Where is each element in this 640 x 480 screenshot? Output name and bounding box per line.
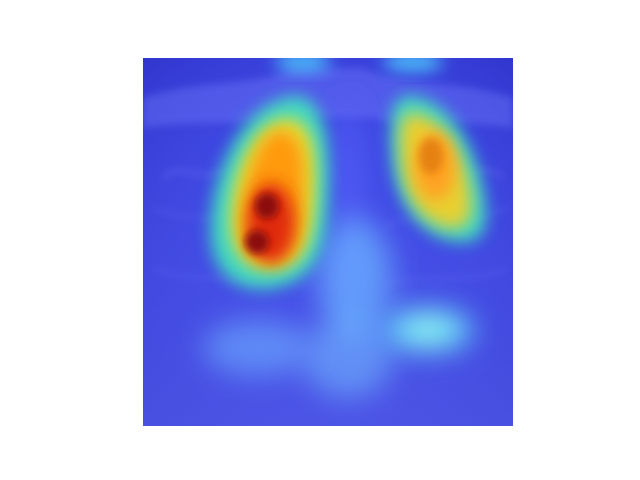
lung-heatmap-right [390,95,487,243]
lower-glows [203,308,473,376]
top-glows [275,58,443,72]
lung-heatmap-left [210,95,330,289]
xray-heatmap-figure [143,58,513,426]
mediastinum [303,98,393,398]
heatmap-overlay-image [143,58,513,426]
